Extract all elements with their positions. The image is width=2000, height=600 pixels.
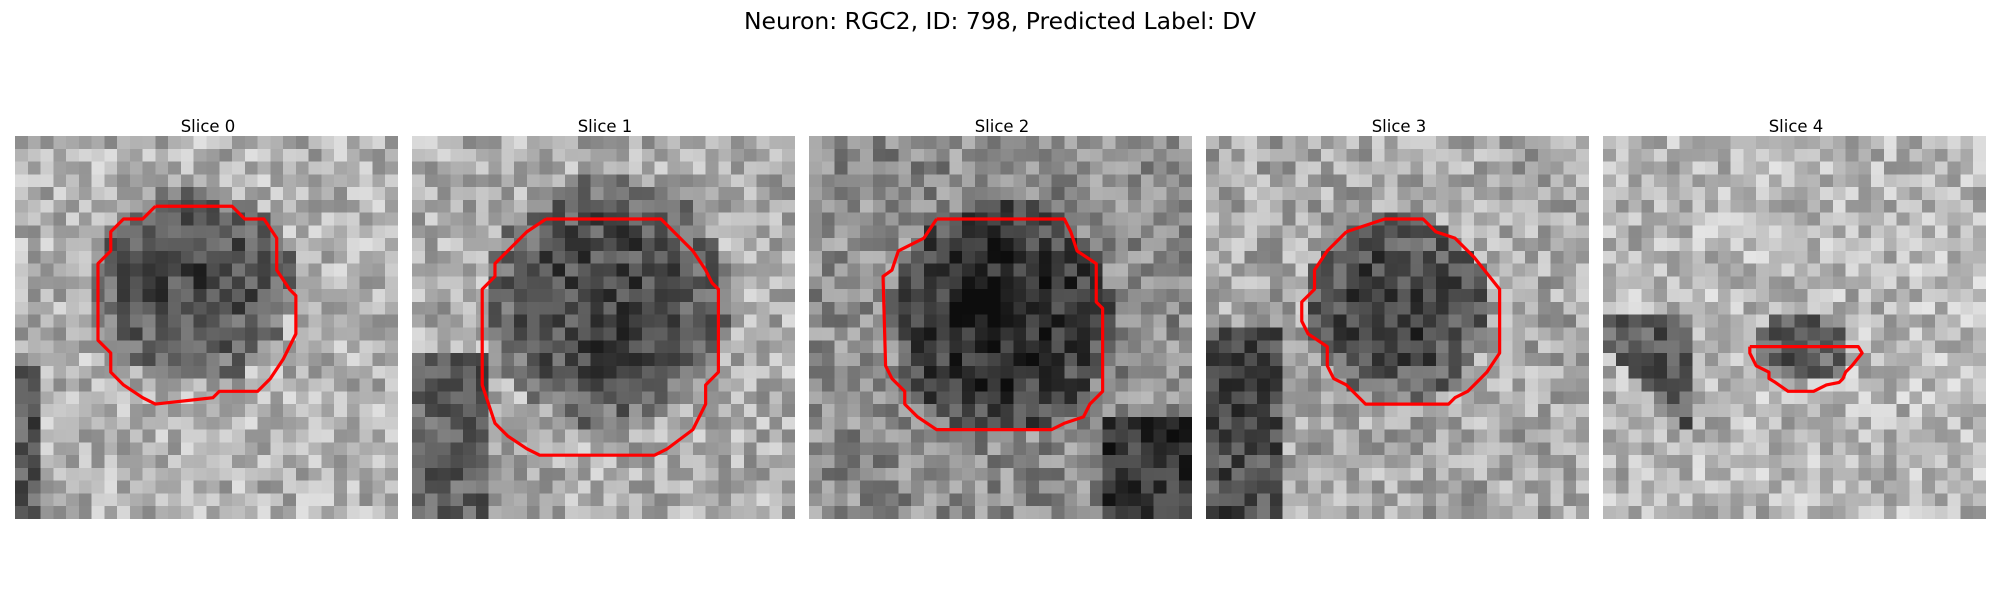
slice-panel: Slice 0 bbox=[15, 118, 401, 519]
slice-panel: Slice 1 bbox=[412, 118, 798, 519]
slice-image bbox=[1206, 136, 1589, 519]
segmentation-contour bbox=[881, 217, 1105, 432]
segmentation-contour bbox=[96, 204, 298, 406]
slice-panel: Slice 2 bbox=[809, 118, 1195, 519]
slice-title: Slice 2 bbox=[974, 117, 1030, 136]
slice-image bbox=[15, 136, 398, 519]
slice-title: Slice 4 bbox=[1768, 117, 1824, 136]
slice-title: Slice 1 bbox=[577, 117, 633, 136]
slice-panel: Slice 4 bbox=[1603, 118, 1989, 519]
slice-image bbox=[809, 136, 1192, 519]
figure-title: Neuron: RGC2, ID: 798, Predicted Label: … bbox=[743, 7, 1257, 35]
segmentation-contour bbox=[480, 217, 720, 457]
segmentation-contour bbox=[1748, 345, 1864, 393]
slice-title: Slice 3 bbox=[1371, 117, 1427, 136]
segmentation-contour bbox=[1300, 217, 1502, 406]
slice-image bbox=[1603, 136, 1986, 519]
slice-panel: Slice 3 bbox=[1206, 118, 1592, 519]
slice-title: Slice 0 bbox=[180, 117, 236, 136]
